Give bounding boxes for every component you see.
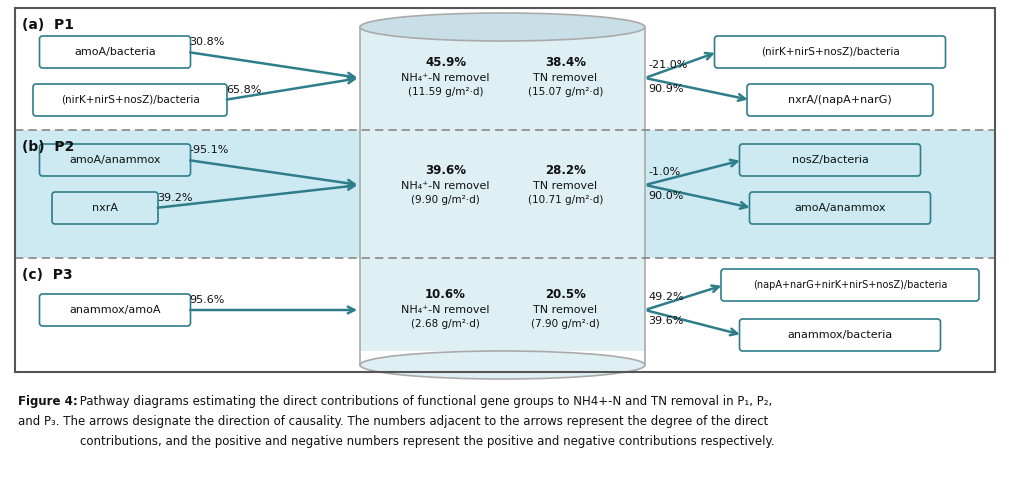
- FancyBboxPatch shape: [750, 192, 930, 224]
- Text: (c)  P3: (c) P3: [22, 268, 73, 282]
- Text: 45.9%: 45.9%: [425, 56, 466, 69]
- Text: (nirK+nirS+nosZ)/bacteria: (nirK+nirS+nosZ)/bacteria: [61, 95, 200, 105]
- FancyBboxPatch shape: [740, 319, 940, 351]
- FancyBboxPatch shape: [721, 269, 979, 301]
- Text: 20.5%: 20.5%: [545, 287, 585, 300]
- Text: (15.07 g/m²·d): (15.07 g/m²·d): [528, 87, 603, 97]
- FancyBboxPatch shape: [39, 36, 191, 68]
- Text: 38.4%: 38.4%: [545, 56, 585, 69]
- Text: TN removel: TN removel: [533, 305, 597, 315]
- Text: TN removel: TN removel: [533, 181, 597, 191]
- Bar: [15, 258, 995, 372]
- Text: NH₄⁺-N removel: NH₄⁺-N removel: [402, 305, 489, 315]
- Text: amoA/anammox: amoA/anammox: [794, 203, 886, 213]
- Text: (napA+narG+nirK+nirS+nosZ)/bacteria: (napA+narG+nirK+nirS+nosZ)/bacteria: [753, 280, 947, 290]
- Text: amoA/bacteria: amoA/bacteria: [74, 47, 155, 57]
- FancyBboxPatch shape: [52, 192, 158, 224]
- Text: 49.2%: 49.2%: [648, 292, 684, 302]
- Text: (9.90 g/m²·d): (9.90 g/m²·d): [411, 195, 480, 205]
- Text: 95.6%: 95.6%: [190, 295, 225, 305]
- Bar: [15, 8, 995, 372]
- Text: and P₃. The arrows designate the direction of causality. The numbers adjacent to: and P₃. The arrows designate the directi…: [18, 415, 768, 428]
- Text: contributions, and the positive and negative numbers represent the positive and : contributions, and the positive and nega…: [80, 435, 775, 448]
- Text: Figure 4:: Figure 4:: [18, 395, 78, 408]
- FancyBboxPatch shape: [747, 84, 933, 116]
- Bar: [15, 130, 995, 258]
- Bar: [15, 8, 995, 130]
- Ellipse shape: [360, 351, 645, 379]
- Text: -95.1%: -95.1%: [190, 145, 229, 155]
- Text: nxrA: nxrA: [92, 203, 118, 213]
- Text: (nirK+nirS+nosZ)/bacteria: (nirK+nirS+nosZ)/bacteria: [761, 47, 899, 57]
- Text: anammox/amoA: anammox/amoA: [70, 305, 160, 315]
- Text: nxrA/(napA+narG): nxrA/(napA+narG): [788, 95, 892, 105]
- Text: 30.8%: 30.8%: [190, 37, 225, 47]
- FancyBboxPatch shape: [33, 84, 227, 116]
- Text: 39.6%: 39.6%: [648, 316, 683, 326]
- Text: 28.2%: 28.2%: [545, 164, 585, 176]
- Text: (a)  P1: (a) P1: [22, 18, 74, 32]
- Ellipse shape: [360, 13, 645, 41]
- FancyBboxPatch shape: [39, 294, 191, 326]
- Text: TN removel: TN removel: [533, 73, 597, 83]
- Text: -21.0%: -21.0%: [648, 60, 687, 70]
- Text: (b)  P2: (b) P2: [22, 140, 75, 154]
- FancyBboxPatch shape: [39, 144, 191, 176]
- Text: (2.68 g/m²·d): (2.68 g/m²·d): [411, 319, 480, 329]
- Text: amoA/anammox: amoA/anammox: [70, 155, 160, 165]
- Text: NH₄⁺-N removel: NH₄⁺-N removel: [402, 73, 489, 83]
- Text: 90.9%: 90.9%: [648, 84, 683, 94]
- Text: 65.8%: 65.8%: [226, 85, 261, 95]
- FancyBboxPatch shape: [740, 144, 920, 176]
- Bar: [360, 27, 645, 351]
- Text: 39.6%: 39.6%: [425, 164, 466, 176]
- Text: (10.71 g/m²·d): (10.71 g/m²·d): [528, 195, 603, 205]
- Text: anammox/bacteria: anammox/bacteria: [787, 330, 893, 340]
- Text: 10.6%: 10.6%: [425, 287, 466, 300]
- Text: NH₄⁺-N removel: NH₄⁺-N removel: [402, 181, 489, 191]
- Text: (11.59 g/m²·d): (11.59 g/m²·d): [408, 87, 483, 97]
- Text: -1.0%: -1.0%: [648, 167, 680, 177]
- Text: Pathway diagrams estimating the direct contributions of functional gene groups t: Pathway diagrams estimating the direct c…: [76, 395, 772, 408]
- Text: nosZ/bacteria: nosZ/bacteria: [792, 155, 869, 165]
- FancyBboxPatch shape: [714, 36, 945, 68]
- Text: (7.90 g/m²·d): (7.90 g/m²·d): [531, 319, 599, 329]
- Text: 39.2%: 39.2%: [157, 193, 193, 203]
- Text: 90.0%: 90.0%: [648, 191, 683, 201]
